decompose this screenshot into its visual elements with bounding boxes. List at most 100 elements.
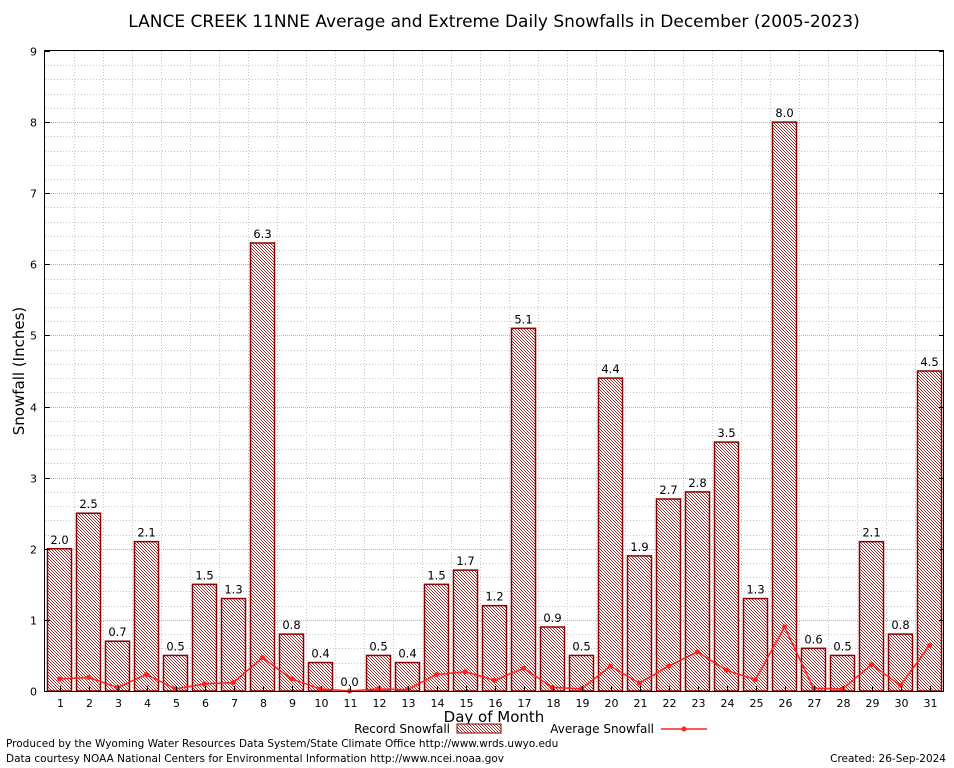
average-snowfall-point xyxy=(869,662,874,668)
record-bar xyxy=(568,654,595,692)
average-snowfall-point xyxy=(811,685,816,691)
average-snowfall-point xyxy=(260,655,265,661)
average-snowfall-point xyxy=(782,624,787,630)
record-value-label: 4.4 xyxy=(601,362,619,376)
average-snowfall-point xyxy=(144,672,149,678)
average-snowfall-point xyxy=(753,677,758,683)
x-tick-label: 7 xyxy=(231,697,238,710)
average-snowfall-point xyxy=(463,669,468,675)
y-tick-label: 9 xyxy=(30,46,37,59)
y-tick-label: 3 xyxy=(30,473,37,486)
y-axis-label: Snowfall (Inches) xyxy=(10,307,28,435)
record-value-label: 0.5 xyxy=(833,639,851,653)
x-tick-label: 2 xyxy=(86,697,93,710)
record-value-label: 1.5 xyxy=(427,568,445,582)
record-bar xyxy=(220,597,247,692)
record-bar xyxy=(539,626,566,692)
x-tick-label: 13 xyxy=(402,697,416,710)
x-tick-label: 17 xyxy=(518,697,532,710)
record-bar xyxy=(684,491,711,692)
average-snowfall-point xyxy=(434,672,439,678)
x-tick-label: 27 xyxy=(808,697,822,710)
record-value-label: 1.5 xyxy=(195,568,213,582)
x-tick-label: 28 xyxy=(837,697,851,710)
record-bar xyxy=(713,441,740,692)
plot-frame xyxy=(44,50,944,692)
legend-marker-average xyxy=(681,726,687,732)
footer-created: Created: 26-Sep-2024 xyxy=(830,753,946,765)
average-snowfall-point xyxy=(550,684,555,690)
x-tick-label: 5 xyxy=(173,697,180,710)
record-value-label: 3.5 xyxy=(717,426,735,440)
average-snowfall-point xyxy=(840,686,845,692)
record-bar xyxy=(626,555,653,692)
average-snowfall-point xyxy=(202,681,207,687)
y-tick-label: 1 xyxy=(30,615,37,628)
x-tick-label: 8 xyxy=(260,697,267,710)
x-tick-label: 24 xyxy=(721,697,735,710)
record-bar xyxy=(916,370,943,692)
x-tick-label: 4 xyxy=(144,697,151,710)
average-snowfall-point xyxy=(898,682,903,688)
record-value-label: 1.2 xyxy=(485,590,503,604)
record-value-label: 2.1 xyxy=(137,526,155,540)
legend: Record Snowfall Average Snowfall xyxy=(354,722,707,736)
y-tick-label: 7 xyxy=(30,188,37,201)
x-axis-label: Day of Month xyxy=(444,708,545,726)
x-tick-label: 16 xyxy=(489,697,503,710)
average-snowfall-point xyxy=(289,676,294,682)
record-bar xyxy=(771,121,798,692)
record-value-label: 2.5 xyxy=(79,497,97,511)
data-labels: 2.0 2.5 0.7 2.1 0.5 1.5 1.3 6.3 0.8 0.4 0.0 0.5 0.4 1… xyxy=(50,106,938,689)
y-tick-label: 0 xyxy=(30,686,37,699)
record-value-label: 6.3 xyxy=(253,227,271,241)
x-tick-label: 19 xyxy=(576,697,590,710)
record-value-label: 1.7 xyxy=(456,554,474,568)
record-bar xyxy=(858,540,885,692)
y-tick-label: 8 xyxy=(30,117,37,130)
x-tick-label: 1 xyxy=(57,697,64,710)
x-tick-label: 14 xyxy=(431,697,445,710)
record-bar xyxy=(249,242,276,692)
record-value-label: 8.0 xyxy=(775,106,793,120)
bars xyxy=(46,121,943,692)
record-bar xyxy=(742,597,769,692)
record-value-label: 0.8 xyxy=(282,618,300,632)
record-value-label: 1.9 xyxy=(630,540,648,554)
record-value-label: 2.7 xyxy=(659,483,677,497)
average-snowfall-point xyxy=(86,674,91,680)
record-value-label: 0.4 xyxy=(398,647,416,661)
average-snowfall-point xyxy=(521,665,526,671)
average-snowfall-point xyxy=(695,649,700,655)
record-value-label: 0.7 xyxy=(108,625,126,639)
record-bar xyxy=(191,583,218,692)
x-tick-label: 18 xyxy=(547,697,561,710)
average-snowfall-point xyxy=(173,686,178,692)
record-value-label: 0.6 xyxy=(804,632,822,646)
record-bar xyxy=(597,377,624,692)
x-tick-label: 6 xyxy=(202,697,209,710)
footer-produced-by: Produced by the Wyoming Water Resources … xyxy=(6,738,559,750)
average-snowfall-point xyxy=(115,684,120,690)
x-tick-label: 3 xyxy=(115,697,122,710)
record-bar xyxy=(46,548,73,692)
y-tick-label: 5 xyxy=(30,330,37,343)
record-value-label: 0.9 xyxy=(543,611,561,625)
average-snowfall-point xyxy=(637,680,642,686)
record-value-label: 0.5 xyxy=(572,639,590,653)
average-snowfall-point xyxy=(608,663,613,669)
record-value-label: 1.3 xyxy=(746,583,764,597)
record-bar xyxy=(75,512,102,692)
chart-title: LANCE CREEK 11NNE Average and Extreme Da… xyxy=(128,12,860,32)
average-snowfall-point xyxy=(376,686,381,692)
record-value-label: 5.1 xyxy=(514,312,532,326)
average-snowfall-point xyxy=(318,686,323,692)
x-tick-label: 15 xyxy=(460,697,474,710)
record-value-label: 2.8 xyxy=(688,476,706,490)
x-tick-label: 21 xyxy=(634,697,648,710)
record-bar xyxy=(394,661,421,692)
y-tick-label: 2 xyxy=(30,544,37,557)
x-axis: 1 2 3 4 5 6 7 8 9 10 11 12 13 14 15 16 17 18 19 20 21 22 23 24 2… xyxy=(57,686,938,710)
record-bar xyxy=(133,540,160,692)
